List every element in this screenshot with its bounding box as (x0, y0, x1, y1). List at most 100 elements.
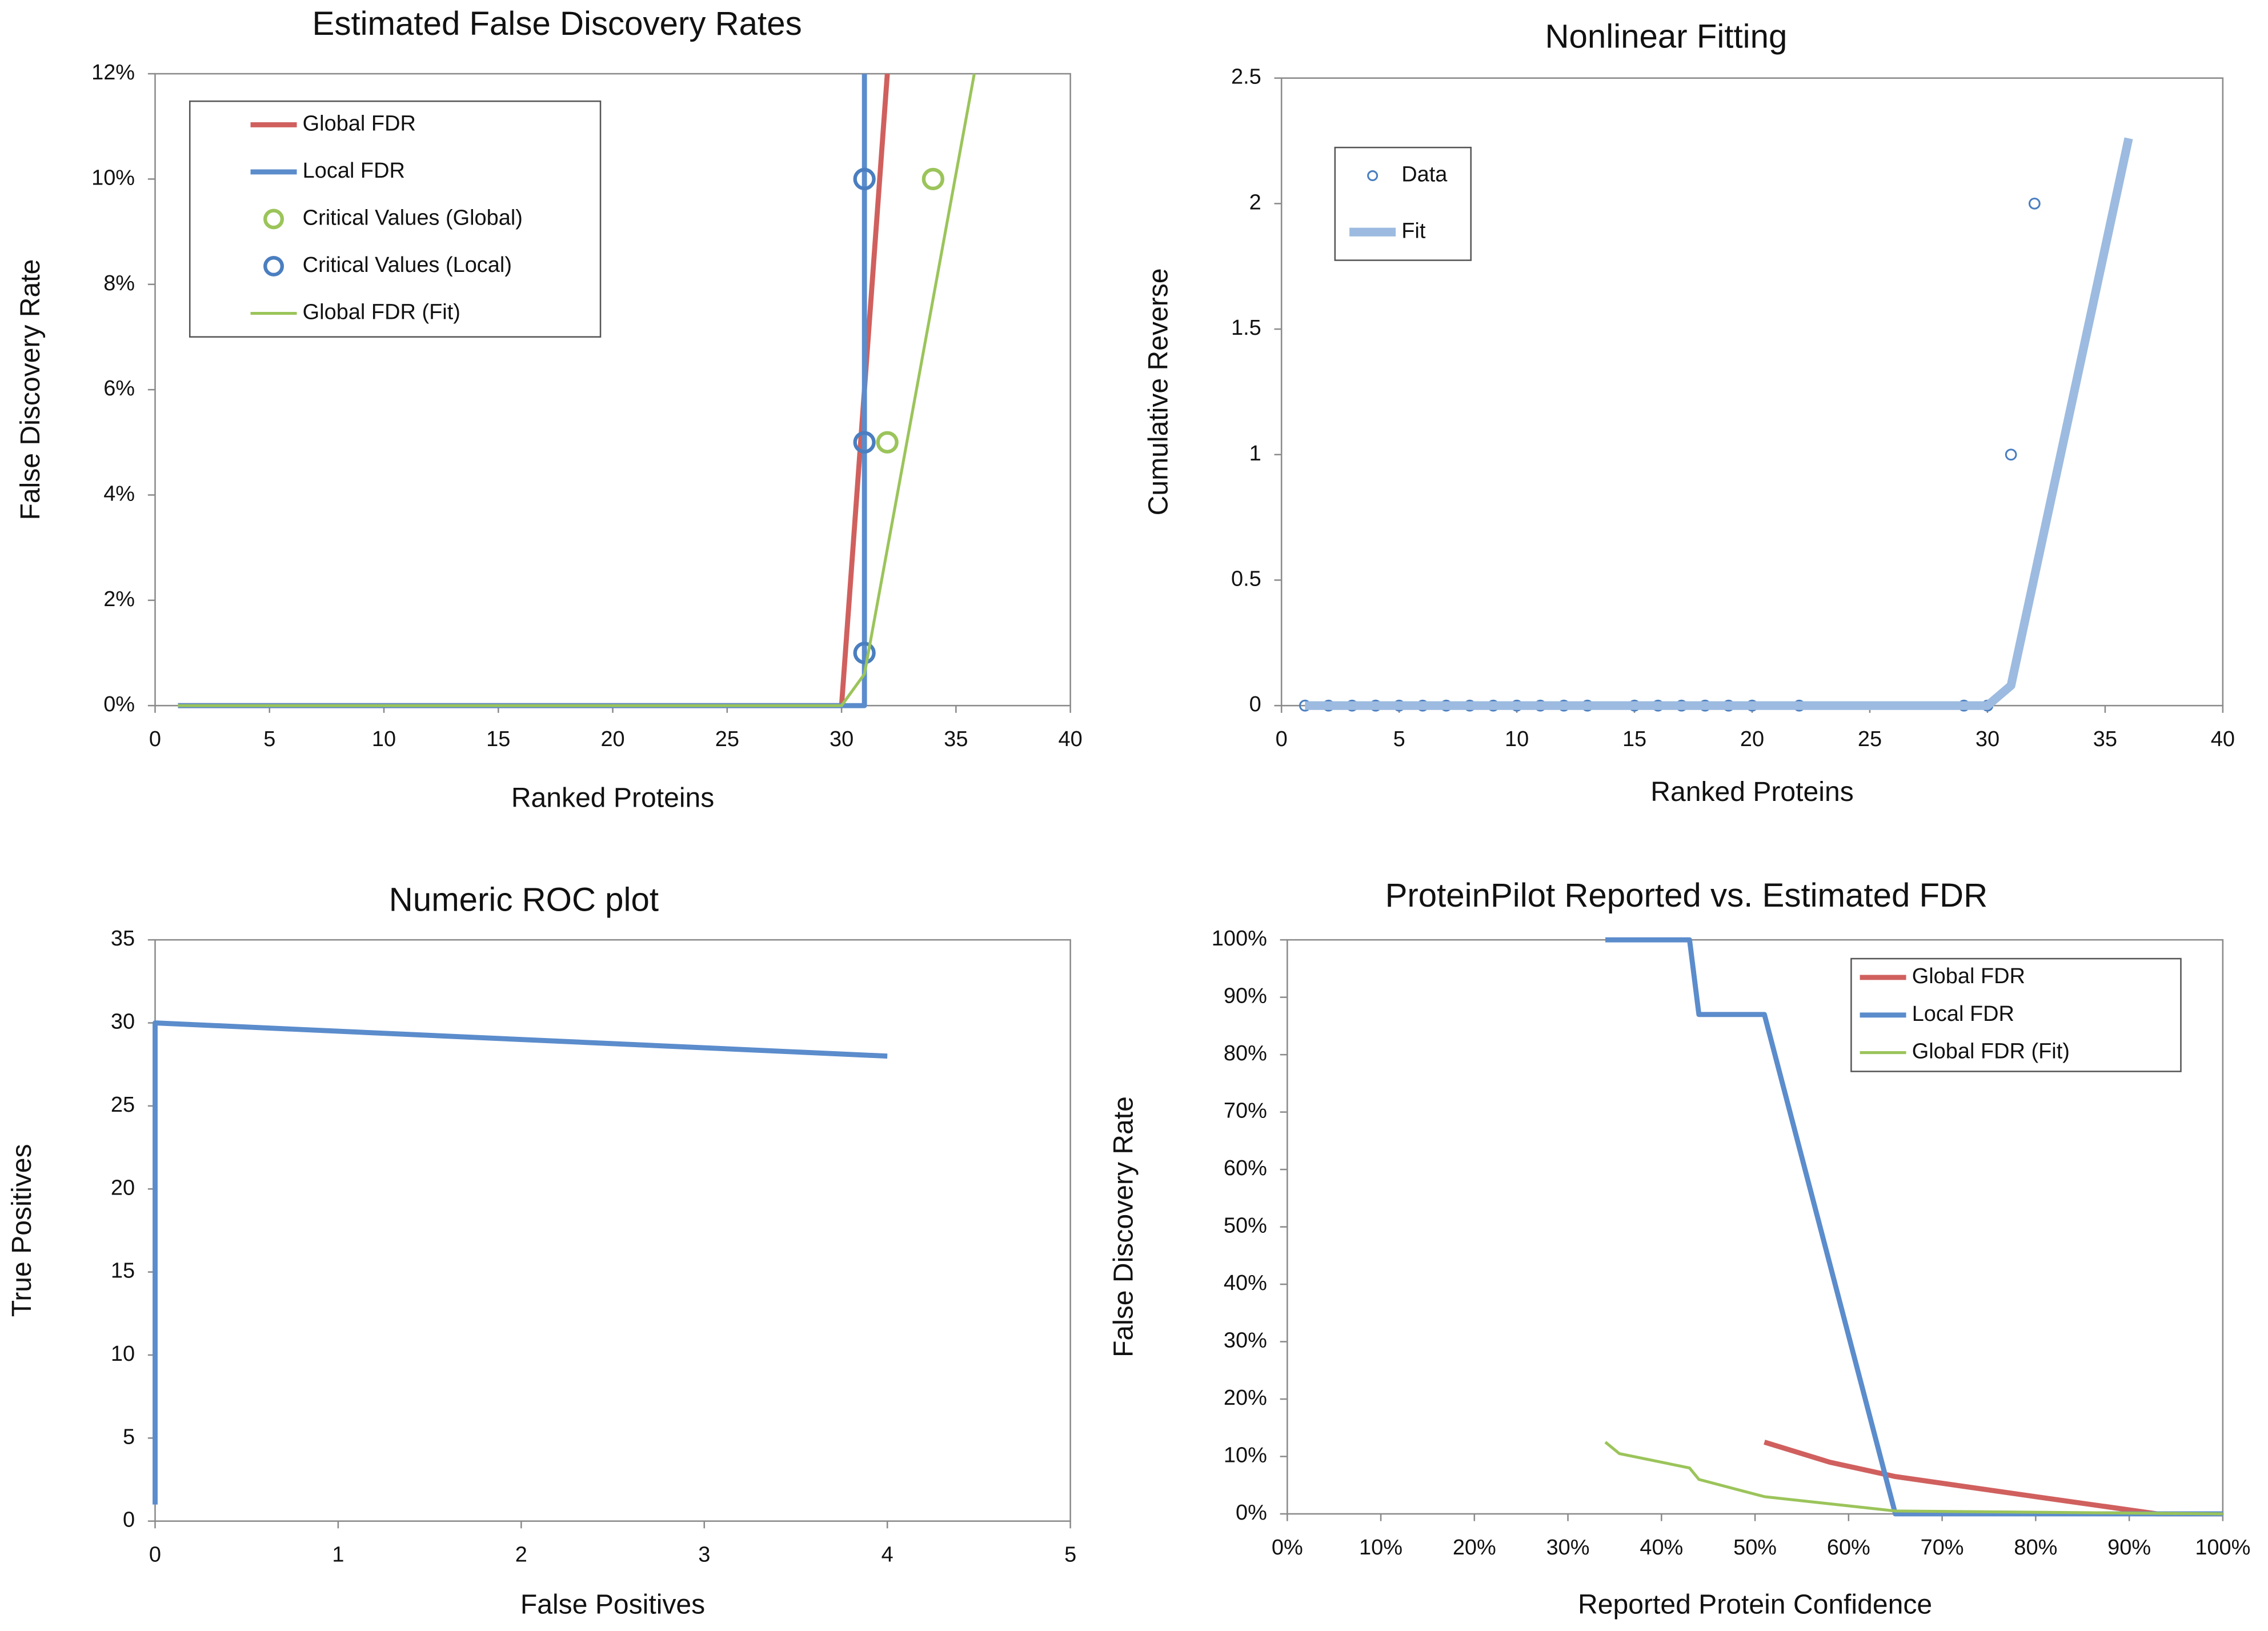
x-tick-label: 20 (1740, 727, 1764, 751)
x-tick-label: 20 (600, 727, 624, 751)
series-line (1305, 137, 2133, 710)
x-tick-label: 10 (372, 727, 396, 751)
x-tick-label: 50% (1733, 1536, 1777, 1560)
x-tick-label: 10 (1505, 727, 1529, 751)
y-tick-label: 4% (103, 482, 135, 506)
x-tick-label: 40 (1059, 727, 1083, 751)
x-axis-label: False Positives (520, 1589, 705, 1620)
data-point (853, 642, 876, 664)
series-line (178, 73, 976, 707)
chart-title: Nonlinear Fitting (1545, 18, 1788, 55)
x-axis-label: Ranked Proteins (511, 782, 714, 813)
chart: Estimated False Discovery Rates Ranked Pr… (15, 5, 1083, 813)
x-tick-label: 2 (515, 1542, 527, 1566)
y-tick-label: 10% (91, 166, 135, 190)
y-tick-label: 40% (1224, 1271, 1267, 1295)
x-tick-label: 70% (1921, 1536, 1964, 1560)
chart-title: Estimated False Discovery Rates (312, 5, 802, 42)
legend-label: Global FDR (Fit) (303, 300, 460, 324)
y-axis-label: False Discovery Rate (15, 259, 46, 520)
legend-swatch (263, 209, 284, 230)
y-tick-label: 20% (1224, 1386, 1267, 1410)
y-tick-label: 8% (103, 271, 135, 295)
legend-label: Fit (1401, 219, 1426, 243)
data-point (853, 167, 876, 191)
x-tick-label: 0 (149, 1542, 161, 1566)
x-tick-label: 10% (1359, 1536, 1403, 1560)
y-tick-label: 0% (1236, 1501, 1267, 1525)
x-tick-label: 20% (1453, 1536, 1496, 1560)
legend: Data Fit (1334, 146, 1472, 261)
chart-title: ProteinPilot Reported vs. Estimated FDR (1385, 877, 1988, 914)
legend-label: Local FDR (1912, 1002, 2014, 1026)
y-tick-label: 90% (1224, 984, 1267, 1008)
x-axis-label: Reported Protein Confidence (1578, 1589, 1932, 1620)
y-tick-label: 15 (111, 1259, 135, 1283)
legend-label: Global FDR (303, 111, 416, 135)
y-tick-label: 0 (123, 1508, 135, 1532)
y-tick-label: 1 (1249, 442, 1261, 466)
y-tick-label: 0 (1249, 692, 1261, 716)
x-tick-label: 35 (944, 727, 968, 751)
x-tick-label: 15 (1622, 727, 1646, 751)
plot-area (153, 1020, 888, 1505)
x-tick-label: 15 (486, 727, 510, 751)
legend: Global FDR Local FDR Global FDR (Fit) (1850, 957, 2182, 1072)
x-tick-label: 30 (830, 727, 853, 751)
data-point (853, 431, 876, 454)
x-tick-label: 25 (715, 727, 739, 751)
x-tick-label: 25 (1858, 727, 1882, 751)
y-tick-label: 1.5 (1231, 316, 1261, 340)
y-tick-label: 0.5 (1231, 567, 1261, 591)
x-tick-label: 35 (2093, 727, 2117, 751)
x-tick-label: 30% (1546, 1536, 1590, 1560)
legend-swatch (263, 255, 284, 276)
x-tick-label: 5 (263, 727, 275, 751)
x-tick-label: 0 (149, 727, 161, 751)
y-tick-label: 6% (103, 376, 135, 400)
x-tick-label: 40% (1640, 1536, 1683, 1560)
x-tick-label: 60% (1827, 1536, 1870, 1560)
legend-label: Local FDR (303, 159, 405, 183)
series-line (1604, 1441, 2223, 1516)
x-axis-label: Ranked Proteins (1650, 776, 1853, 807)
y-axis-label: False Discovery Rate (1108, 1096, 1139, 1357)
x-tick-label: 0 (1276, 727, 1288, 751)
legend: Global FDR Local FDR Critical Values (Glob… (189, 100, 602, 338)
legend-label: Global FDR (Fit) (1912, 1040, 2070, 1064)
y-axis-label: True Positives (6, 1144, 37, 1317)
y-tick-label: 100% (1212, 927, 1267, 951)
y-tick-label: 25 (111, 1093, 135, 1117)
y-tick-label: 50% (1224, 1214, 1267, 1238)
legend-box (1334, 146, 1472, 261)
y-tick-label: 20 (111, 1176, 135, 1200)
x-tick-label: 4 (881, 1542, 893, 1566)
data-point (876, 431, 899, 454)
data-point (2028, 197, 2041, 210)
x-tick-label: 80% (2014, 1536, 2057, 1560)
y-tick-label: 2% (103, 587, 135, 611)
legend-label: Critical Values (Local) (303, 253, 512, 277)
y-tick-label: 12% (91, 61, 135, 85)
plot-area (178, 73, 976, 708)
y-tick-label: 30% (1224, 1329, 1267, 1353)
legend-box (189, 100, 602, 338)
legend-label: Data (1401, 163, 1448, 187)
y-tick-label: 2 (1249, 190, 1261, 214)
legend-label: Critical Values (Global) (303, 206, 523, 230)
x-tick-label: 0% (1272, 1536, 1303, 1560)
series-line (1605, 937, 2223, 1517)
y-tick-label: 60% (1224, 1156, 1267, 1180)
x-tick-label: 5 (1393, 727, 1405, 751)
y-axis-label: Cumulative Reverse (1143, 268, 1173, 515)
x-tick-label: 30 (1976, 727, 1999, 751)
x-tick-label: 5 (1064, 1542, 1076, 1566)
data-point (921, 167, 944, 191)
legend-swatch (1367, 170, 1379, 182)
series-line (153, 1020, 888, 1505)
x-tick-label: 100% (2195, 1536, 2250, 1560)
x-tick-label: 3 (698, 1542, 710, 1566)
data-point (2005, 448, 2017, 461)
